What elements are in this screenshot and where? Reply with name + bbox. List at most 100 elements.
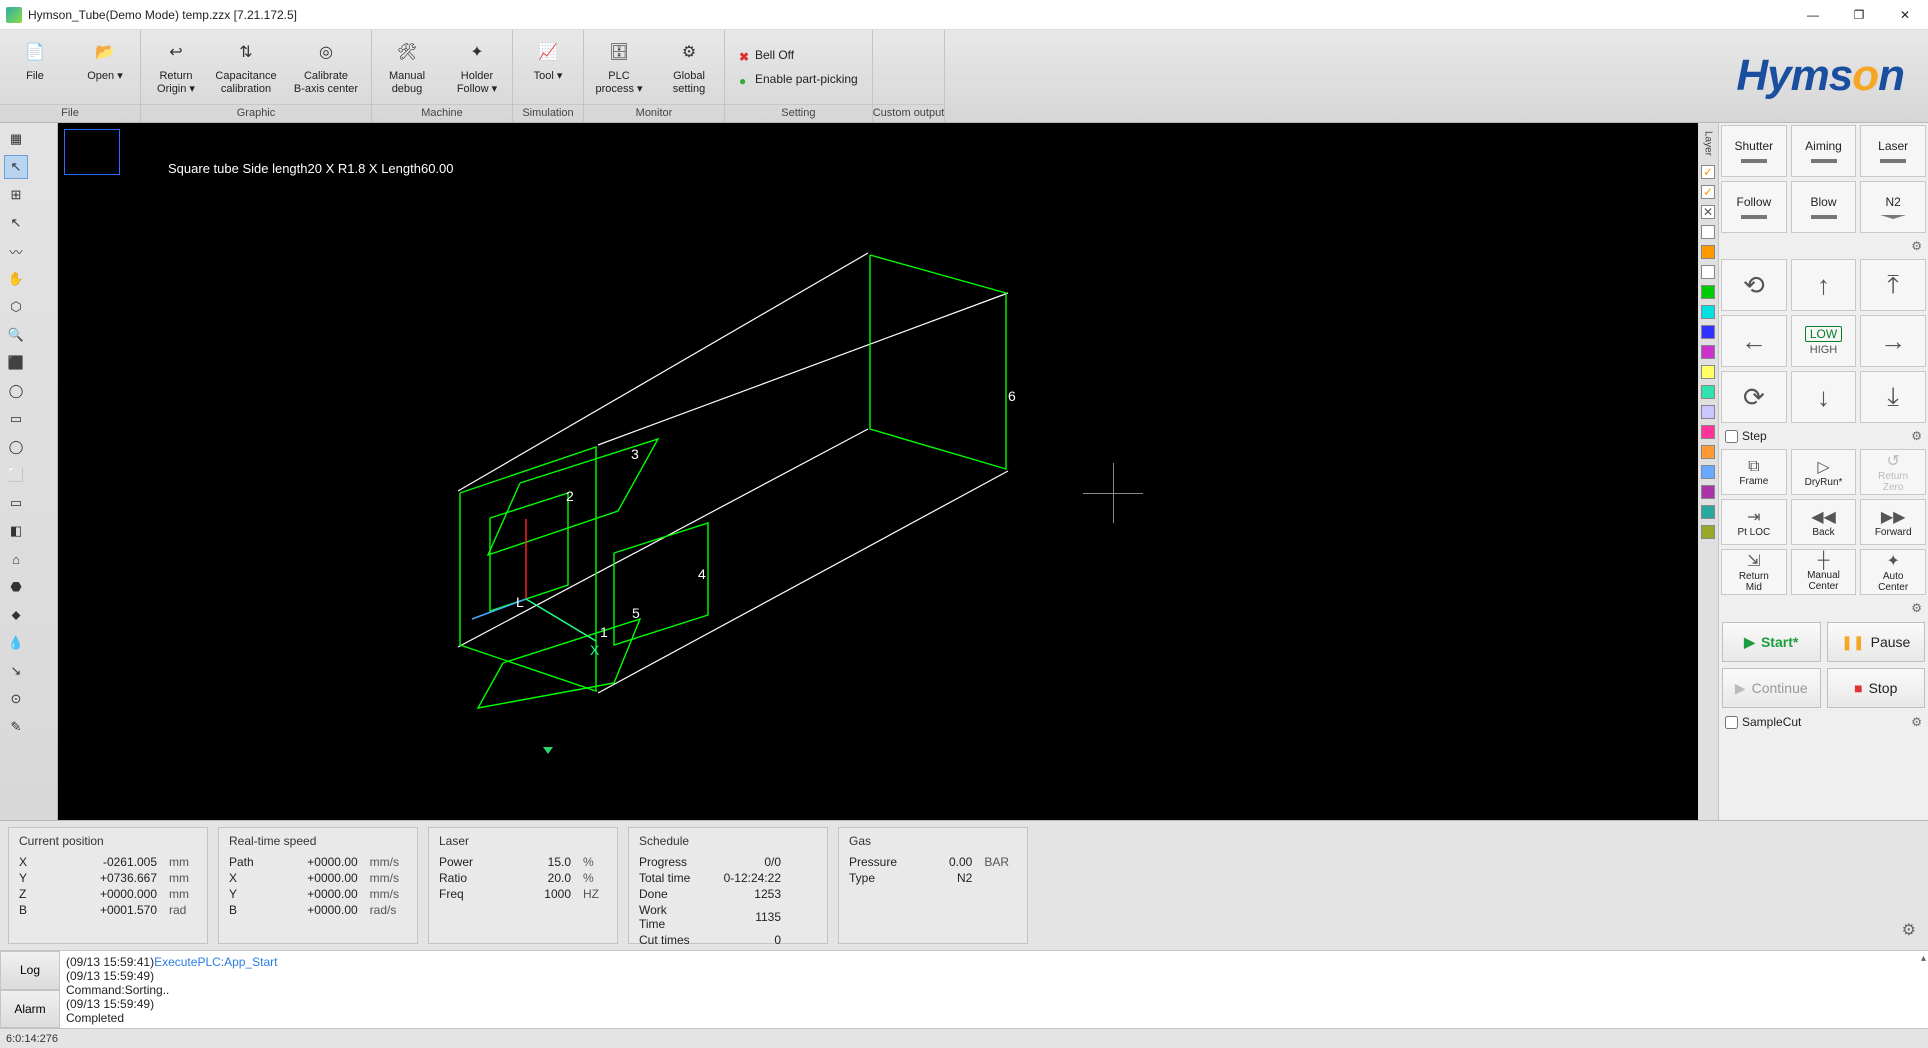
tool-14[interactable]: ◧ bbox=[4, 519, 28, 543]
layer-swatch-12[interactable] bbox=[1701, 465, 1715, 479]
tool-18[interactable]: 💧 bbox=[4, 631, 28, 655]
layer-swatch-0[interactable] bbox=[1701, 225, 1715, 239]
gear-icon[interactable]: ⚙ bbox=[1911, 239, 1922, 253]
panel-header: Current position bbox=[19, 834, 197, 848]
layer-swatch-4[interactable] bbox=[1701, 305, 1715, 319]
jog-rot-cw[interactable]: ⟳ bbox=[1721, 371, 1787, 423]
layer-swatch-2[interactable] bbox=[1701, 265, 1715, 279]
layer-swatch-9[interactable] bbox=[1701, 405, 1715, 419]
gear-icon[interactable]: ⚙ bbox=[1911, 429, 1922, 443]
jog-rot-ccw[interactable]: ⟲ bbox=[1721, 259, 1787, 311]
layer-swatch-8[interactable] bbox=[1701, 385, 1715, 399]
layer-swatch-3[interactable] bbox=[1701, 285, 1715, 299]
jog-up[interactable]: ↑ bbox=[1791, 259, 1857, 311]
jog-speed[interactable]: LOWHIGH bbox=[1791, 315, 1857, 367]
shutter-btn[interactable]: Shutter bbox=[1721, 125, 1787, 177]
start-button[interactable]: ▶Start* bbox=[1722, 622, 1821, 662]
samplecut-checkbox[interactable] bbox=[1725, 716, 1738, 729]
svg-text:1: 1 bbox=[600, 624, 608, 640]
tool-btn[interactable]: 📈Tool ▾ bbox=[513, 30, 583, 104]
logtab-log[interactable]: Log bbox=[0, 951, 60, 990]
layer-swatch-14[interactable] bbox=[1701, 505, 1715, 519]
layer-swatch-1[interactable] bbox=[1701, 245, 1715, 259]
return-mid-btn[interactable]: ⇲Return Mid bbox=[1721, 549, 1787, 595]
tool-17[interactable]: ⬥ bbox=[4, 603, 28, 627]
layer-swatch-15[interactable] bbox=[1701, 525, 1715, 539]
capacitance-cal-btn[interactable]: ⇅Capacitance calibration bbox=[211, 30, 281, 104]
tool-8[interactable]: ⬛ bbox=[4, 351, 28, 375]
enable-part-picking-toggle[interactable]: ●Enable part-picking bbox=[725, 72, 872, 86]
layer-swatch-6[interactable] bbox=[1701, 345, 1715, 359]
stop-button[interactable]: ■Stop bbox=[1827, 668, 1926, 708]
ribbon-group-label: Machine bbox=[372, 104, 512, 122]
tool-15[interactable]: ⌂ bbox=[4, 547, 28, 571]
bell-off-toggle[interactable]: ✖Bell Off bbox=[725, 48, 872, 62]
calibrate-baxis-btn[interactable]: ◎Calibrate B-axis center bbox=[281, 30, 371, 104]
return-origin-btn[interactable]: ↩Return Origin ▾ bbox=[141, 30, 211, 104]
jog-right[interactable]: → bbox=[1860, 315, 1926, 367]
tool-5[interactable]: ✋ bbox=[4, 267, 28, 291]
layer-swatch-10[interactable] bbox=[1701, 425, 1715, 439]
minimize-button[interactable]: — bbox=[1790, 0, 1836, 30]
gear-icon[interactable]: ⚙ bbox=[1911, 601, 1922, 615]
tool-16[interactable]: ⬣ bbox=[4, 575, 28, 599]
tool-20[interactable]: ⊙ bbox=[4, 687, 28, 711]
scroll-up-icon[interactable]: ▴ bbox=[1921, 953, 1926, 964]
manual-center-btn[interactable]: ┼Manual Center bbox=[1791, 549, 1857, 595]
tool-19[interactable]: ↘ bbox=[4, 659, 28, 683]
return-zero-btn[interactable]: ↺Return Zero bbox=[1860, 449, 1926, 495]
global-setting-btn[interactable]: ⚙Global setting bbox=[654, 30, 724, 104]
ptloc-btn[interactable]: ⇥Pt LOC bbox=[1721, 499, 1787, 545]
n2-btn[interactable]: N2 bbox=[1860, 181, 1926, 233]
layer-swatch-11[interactable] bbox=[1701, 445, 1715, 459]
laser-btn[interactable]: Laser bbox=[1860, 125, 1926, 177]
forward-btn[interactable]: ▶▶Forward bbox=[1860, 499, 1926, 545]
gear-icon[interactable]: ⚙ bbox=[1898, 916, 1920, 944]
layer-swatch-13[interactable] bbox=[1701, 485, 1715, 499]
tool-12[interactable]: ⬜ bbox=[4, 463, 28, 487]
back-btn[interactable]: ◀◀Back bbox=[1791, 499, 1857, 545]
layer-check-0[interactable]: ✓ bbox=[1701, 165, 1715, 179]
tool-2[interactable]: ⊞ bbox=[4, 183, 28, 207]
jog-left[interactable]: ← bbox=[1721, 315, 1787, 367]
aiming-btn[interactable]: Aiming bbox=[1791, 125, 1857, 177]
file-btn[interactable]: 📄File bbox=[0, 30, 70, 104]
log-text[interactable]: ▴(09/13 15:59:41)ExecutePLC:App_Start(09… bbox=[60, 951, 1928, 1028]
tool-7[interactable]: 🔍 bbox=[4, 323, 28, 347]
tool-10[interactable]: ▭ bbox=[4, 407, 28, 431]
tool-4[interactable]: 〰 bbox=[4, 239, 28, 263]
follow-btn[interactable]: Follow bbox=[1721, 181, 1787, 233]
layer-check-1[interactable]: ✓ bbox=[1701, 185, 1715, 199]
logtab-alarm[interactable]: Alarm bbox=[0, 990, 60, 1029]
layer-swatch-5[interactable] bbox=[1701, 325, 1715, 339]
tool-1[interactable]: ↖ bbox=[4, 155, 28, 179]
tool-11[interactable]: ◯ bbox=[4, 435, 28, 459]
canvas[interactable]: Square tube Side length20 X R1.8 X Lengt… bbox=[58, 123, 1718, 820]
jog-z-up[interactable]: ⤒ bbox=[1860, 259, 1926, 311]
tool-9[interactable]: ◯ bbox=[4, 379, 28, 403]
jog-down[interactable]: ↓ bbox=[1791, 371, 1857, 423]
layer-strip: Layer✓✓✕ bbox=[1698, 123, 1718, 820]
continue-button[interactable]: ▶Continue bbox=[1722, 668, 1821, 708]
layer-swatch-7[interactable] bbox=[1701, 365, 1715, 379]
close-button[interactable]: ✕ bbox=[1882, 0, 1928, 30]
holder-follow-btn[interactable]: ✦Holder Follow ▾ bbox=[442, 30, 512, 104]
tool-21[interactable]: ✎ bbox=[4, 715, 28, 739]
pause-button[interactable]: ❚❚Pause bbox=[1827, 622, 1926, 662]
jog-z-down[interactable]: ⤓ bbox=[1860, 371, 1926, 423]
plc-process-btn[interactable]: 🗄PLC process ▾ bbox=[584, 30, 654, 104]
open-btn[interactable]: 📂Open ▾ bbox=[70, 30, 140, 104]
step-checkbox[interactable] bbox=[1725, 430, 1738, 443]
gear-icon[interactable]: ⚙ bbox=[1911, 715, 1922, 729]
tool-6[interactable]: ⬡ bbox=[4, 295, 28, 319]
auto-center-btn[interactable]: ✦Auto Center bbox=[1860, 549, 1926, 595]
tool-0[interactable]: ▦ bbox=[4, 127, 28, 151]
manual-debug-btn[interactable]: 🛠Manual debug bbox=[372, 30, 442, 104]
layer-check-2[interactable]: ✕ bbox=[1701, 205, 1715, 219]
frame-btn[interactable]: ⧉Frame bbox=[1721, 449, 1787, 495]
blow-btn[interactable]: Blow bbox=[1791, 181, 1857, 233]
tool-3[interactable]: ↖ bbox=[4, 211, 28, 235]
dryrun-btn[interactable]: ▷DryRun* bbox=[1791, 449, 1857, 495]
maximize-button[interactable]: ❐ bbox=[1836, 0, 1882, 30]
tool-13[interactable]: ▭ bbox=[4, 491, 28, 515]
